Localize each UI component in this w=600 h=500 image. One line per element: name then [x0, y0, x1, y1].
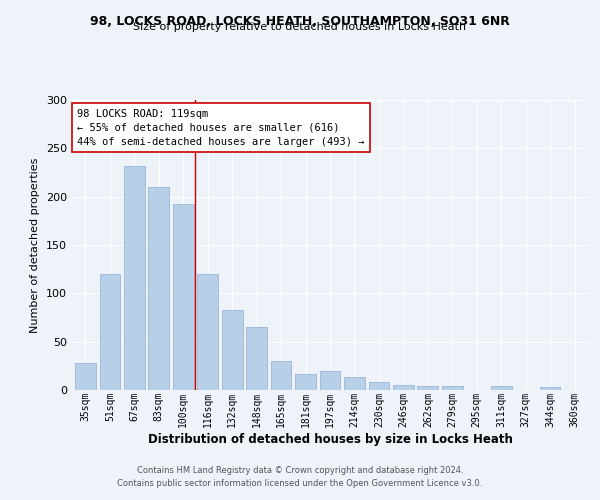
Bar — [222, 310, 242, 390]
Bar — [491, 386, 512, 390]
Bar — [540, 387, 560, 390]
Text: Contains HM Land Registry data © Crown copyright and database right 2024.
Contai: Contains HM Land Registry data © Crown c… — [118, 466, 482, 487]
Bar — [320, 370, 340, 390]
Text: 98, LOCKS ROAD, LOCKS HEATH, SOUTHAMPTON, SO31 6NR: 98, LOCKS ROAD, LOCKS HEATH, SOUTHAMPTON… — [90, 15, 510, 28]
Bar — [393, 385, 414, 390]
Bar — [271, 361, 292, 390]
Bar — [173, 204, 194, 390]
Text: Size of property relative to detached houses in Locks Heath: Size of property relative to detached ho… — [133, 22, 467, 32]
Bar — [368, 382, 389, 390]
Bar — [148, 187, 169, 390]
Bar — [100, 274, 120, 390]
Bar — [442, 386, 463, 390]
Text: 98 LOCKS ROAD: 119sqm
← 55% of detached houses are smaller (616)
44% of semi-det: 98 LOCKS ROAD: 119sqm ← 55% of detached … — [77, 108, 365, 146]
Bar — [197, 274, 218, 390]
Bar — [418, 386, 438, 390]
Bar — [295, 374, 316, 390]
Bar — [344, 378, 365, 390]
Bar — [124, 166, 145, 390]
Y-axis label: Number of detached properties: Number of detached properties — [31, 158, 40, 332]
Bar — [246, 327, 267, 390]
Text: Distribution of detached houses by size in Locks Heath: Distribution of detached houses by size … — [148, 432, 512, 446]
Bar — [75, 363, 96, 390]
